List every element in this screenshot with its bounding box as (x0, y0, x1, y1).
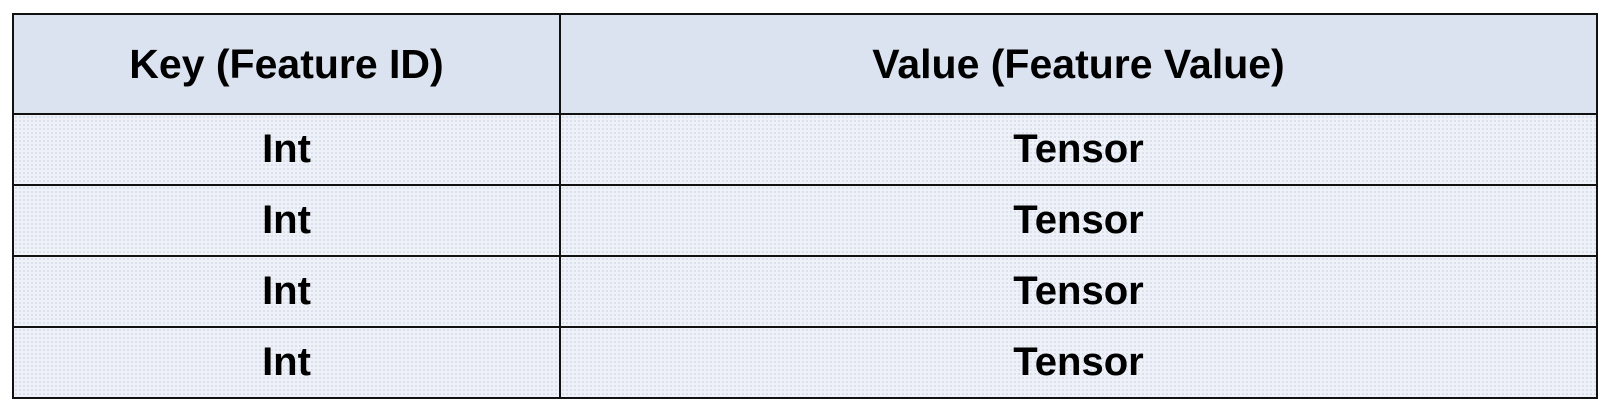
header-value: Value (Feature Value) (559, 13, 1598, 115)
table-body: Int Tensor Int Tensor Int Tensor Int Ten… (12, 113, 1598, 399)
header-row: Key (Feature ID) Value (Feature Value) (12, 13, 1598, 115)
row-value-cell: Tensor (559, 184, 1598, 257)
table-header: Key (Feature ID) Value (Feature Value) (12, 13, 1598, 115)
row-key-cell: Int (12, 255, 561, 328)
row-key-cell: Int (12, 113, 561, 186)
table-row: Int Tensor (12, 113, 1598, 186)
row-value-cell: Tensor (559, 113, 1598, 186)
row-value-cell: Tensor (559, 255, 1598, 328)
table-row: Int Tensor (12, 184, 1598, 257)
table-row: Int Tensor (12, 326, 1598, 399)
row-value-cell: Tensor (559, 326, 1598, 399)
table-row: Int Tensor (12, 255, 1598, 328)
row-key-cell: Int (12, 184, 561, 257)
header-key: Key (Feature ID) (12, 13, 561, 115)
key-value-table: Key (Feature ID) Value (Feature Value) I… (12, 13, 1598, 399)
row-key-cell: Int (12, 326, 561, 399)
